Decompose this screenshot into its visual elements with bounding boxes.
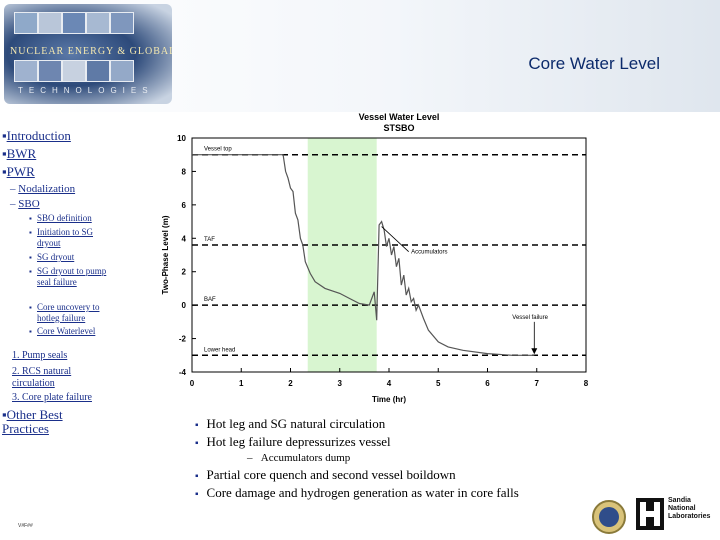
vessel-water-level-chart: Vessel Water Level STSBO -4 -2 0 2 4 6 8 10 0 1 2 3 4 5…	[150, 106, 600, 414]
reference-label: BAF	[204, 297, 216, 303]
bullet-icon: ▪	[195, 438, 199, 449]
y-tick-label: -2	[179, 335, 187, 344]
nav-item-sg-dryout-pump-seal[interactable]: SG dryout to pump seal failure	[37, 266, 117, 288]
header-banner: NUCLEAR ENERGY & GLOBAL SECURITY TECHNOL…	[0, 0, 720, 112]
x-tick-label: 1	[239, 379, 244, 388]
nav-item-sbo-definition[interactable]: SBO definition	[37, 213, 117, 224]
x-tick-label: 6	[485, 379, 490, 388]
nav-link-bwr[interactable]: BWR	[6, 146, 37, 161]
y-tick-label: -4	[179, 368, 187, 377]
bullet-item: ▪ Hot leg and SG natural circulation	[195, 416, 385, 432]
sandia-line: Laboratories	[668, 513, 711, 520]
bullet-icon: ▪	[29, 327, 32, 336]
accumulators-annotation: Accumulators	[411, 250, 447, 256]
nav-link-core-plate-failure[interactable]: 3. Core plate failure	[12, 392, 92, 403]
bullet-text: Partial core quench and second vessel bo…	[206, 467, 456, 482]
y-tick-label: 4	[182, 234, 187, 243]
x-tick-label: 2	[288, 379, 293, 388]
nav-link-initiation-sg-dryout[interactable]: Initiation to SG dryout	[37, 227, 93, 248]
nav-item-bwr[interactable]: ▪BWR	[2, 146, 37, 161]
bullet-icon: ▪	[29, 253, 32, 262]
nav-item-pwr[interactable]: ▪PWR	[2, 164, 35, 179]
y-tick-label: 10	[177, 134, 186, 143]
nav-link-sg-dryout-pump-seal[interactable]: SG dryout to pump seal failure	[37, 266, 107, 287]
x-tick-label: 3	[338, 379, 343, 388]
reference-label: Lower head	[204, 347, 235, 353]
slide-id: V#F##	[18, 523, 33, 529]
sub-bullet-text: Accumulators dump	[260, 452, 351, 464]
nav-item-other-best-practices[interactable]: ▪Other Best Practices	[2, 407, 63, 436]
sub-bullet-item: – Accumulators dump	[247, 452, 351, 464]
x-tick-label: 7	[535, 379, 540, 388]
plot-frame	[191, 137, 587, 373]
sandia-logo-icon	[636, 498, 664, 530]
bullet-icon: ▪	[29, 303, 32, 312]
nav-item-core-plate-failure[interactable]: 3. Core plate failure	[12, 392, 112, 404]
nav-link-introduction[interactable]: Introduction	[6, 128, 71, 143]
nav-link-core-waterlevel[interactable]: Core Waterlevel	[37, 326, 96, 336]
x-tick-label: 0	[190, 379, 195, 388]
y-tick-label: 8	[182, 167, 187, 176]
sandia-line: National	[668, 505, 696, 512]
sandia-line: Sandia	[668, 497, 691, 504]
nav-item-nodalization[interactable]: – Nodalization	[10, 183, 76, 195]
nav-item-core-waterlevel[interactable]: Core Waterlevel	[37, 326, 117, 337]
chart-subtitle: STSBO	[383, 123, 414, 133]
nav-item-introduction[interactable]: ▪Introduction	[2, 128, 71, 143]
x-axis-label: Time (hr)	[372, 395, 406, 404]
shaded-region	[307, 138, 377, 372]
y-tick-label: 0	[182, 301, 187, 310]
bullet-item: ▪ Core damage and hydrogen generation as …	[195, 485, 519, 501]
bullet-icon: ▪	[29, 228, 32, 237]
nav-link-core-uncovery[interactable]: Core uncovery to hotleg failure	[37, 302, 100, 323]
nav-item-rcs-natural-circulation[interactable]: 2. RCS natural circulation	[12, 366, 112, 390]
chart-title: Vessel Water Level	[359, 112, 440, 122]
bullet-icon: ▪	[29, 214, 32, 223]
x-tick-label: 5	[436, 379, 441, 388]
nav-link-pwr[interactable]: PWR	[6, 164, 35, 179]
reference-label: Vessel top	[204, 147, 232, 153]
reference-label: TAF	[204, 237, 215, 243]
bullet-text: Core damage and hydrogen generation as w…	[206, 485, 519, 500]
y-axis-label: Two-Phase Level (m)	[161, 215, 170, 294]
bullet-icon: ▪	[195, 471, 199, 482]
series-line	[192, 154, 535, 356]
nuclear-energy-logo: NUCLEAR ENERGY & GLOBAL SECURITY TECHNOL…	[4, 4, 172, 104]
y-tick-label: 6	[182, 201, 187, 210]
nav-link-sbo[interactable]: SBO	[18, 198, 40, 210]
nav-item-sg-dryout[interactable]: SG dryout	[37, 252, 117, 263]
bullet-text: Hot leg failure depressurizes vessel	[206, 434, 391, 449]
seal-inner	[599, 507, 619, 527]
nav-link-pump-seals[interactable]: 1. Pump seals	[12, 350, 68, 361]
x-tick-label: 4	[387, 379, 392, 388]
nav-link-sbo-definition[interactable]: SBO definition	[37, 213, 92, 223]
accumulators-leader	[381, 226, 409, 252]
doe-seal-icon	[592, 500, 626, 534]
logo-subtext: TECHNOLOGIES	[18, 86, 154, 95]
nav-item-sbo[interactable]: – SBO	[10, 198, 40, 210]
nav-link-other-best-practices[interactable]: Other Best Practices	[2, 407, 63, 436]
page-title: Core Water Level	[528, 54, 660, 73]
nav-item-initiation-sg-dryout[interactable]: Initiation to SG dryout	[37, 227, 117, 249]
bullet-icon: ▪	[195, 420, 199, 431]
logo-text: NUCLEAR ENERGY & GLOBAL SECURITY	[10, 46, 172, 57]
nav-item-pump-seals[interactable]: 1. Pump seals	[12, 350, 112, 362]
bullet-text: Hot leg and SG natural circulation	[206, 416, 386, 431]
y-tick-label: 2	[182, 268, 187, 277]
vessel-failure-arrowhead	[531, 348, 538, 355]
bullet-icon: ▪	[29, 267, 32, 276]
nav-link-sg-dryout[interactable]: SG dryout	[37, 252, 75, 262]
bullet-icon: ▪	[195, 489, 199, 500]
nav-item-core-uncovery[interactable]: Core uncovery to hotleg failure	[37, 302, 117, 324]
nav-link-nodalization[interactable]: Nodalization	[18, 183, 76, 195]
bullet-item: ▪ Hot leg failure depressurizes vessel	[195, 434, 391, 450]
bullet-item: ▪ Partial core quench and second vessel b…	[195, 467, 456, 483]
x-tick-label: 8	[584, 379, 589, 388]
vessel-failure-annotation: Vessel failure	[512, 315, 548, 321]
nav-link-rcs-natural-circulation[interactable]: 2. RCS natural circulation	[12, 366, 72, 389]
sandia-logo-text: Sandia National Laboratories	[668, 497, 710, 521]
